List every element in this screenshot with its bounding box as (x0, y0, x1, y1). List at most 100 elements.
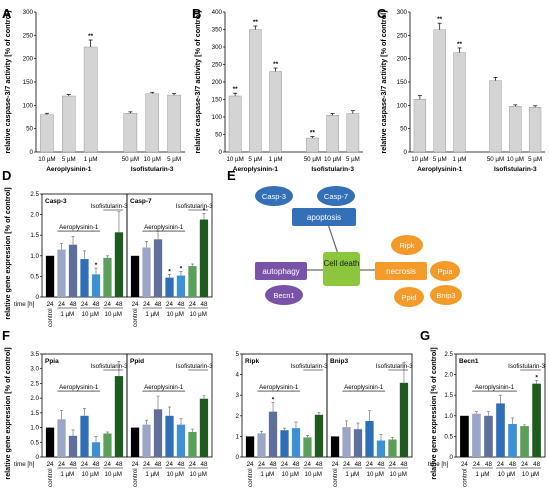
x-group-label: 10 µM (82, 311, 99, 318)
node-bnip3 (430, 285, 462, 305)
y-tick-label: 250 (23, 32, 34, 39)
bar (269, 71, 282, 153)
bar (114, 376, 124, 457)
group-label: Aeroplysinin-1 (417, 166, 463, 173)
x-group-label: 10 µM (522, 471, 539, 478)
bar (130, 427, 140, 457)
y-tick-label: 2.5 (30, 191, 39, 198)
x-group-label: 10 µM (390, 471, 407, 478)
x-time-label: 24 (189, 461, 196, 468)
x-time-label: 48 (178, 461, 185, 468)
x-time-label: 24 (247, 461, 254, 468)
x-time-label: 24 (461, 461, 468, 468)
x-time-label: 48 (509, 461, 516, 468)
bar (91, 274, 101, 297)
y-tick-label: 4 (236, 372, 240, 379)
bar (188, 431, 197, 457)
x-tick-label: 10 µM (324, 156, 341, 163)
group-label: Aeroplysinin-1 (59, 384, 99, 391)
bar (114, 232, 124, 297)
node-ppia-label: Ppia (437, 267, 453, 276)
bar (83, 46, 98, 153)
group-label: Aeroplysinin-1 (344, 384, 384, 391)
x-tick-label: 5 µM (248, 156, 262, 163)
series-name: Ppid (130, 358, 144, 365)
bar (62, 95, 76, 153)
y-tick-label: 150 (397, 79, 408, 86)
x-tick-label: 1 µM (269, 156, 283, 163)
bar (199, 219, 209, 297)
y-tick-label: 0.5 (30, 273, 39, 280)
x-group-label: 10 µM (82, 471, 99, 478)
chart-f-left: relative gene expression [% of control] 0… (3, 347, 213, 487)
x-time-label: 24 (304, 461, 311, 468)
x-group-label: control (132, 308, 139, 327)
x-time-label: 48 (201, 461, 208, 468)
x-group-label: control (332, 468, 339, 487)
y-tick-label: 2.5 (30, 380, 39, 387)
node-necrosis-label: necrosis (386, 267, 416, 276)
y-tick-label: 350 (212, 27, 223, 34)
x-time-label: 24 (332, 461, 339, 468)
x-group-label: 1 µM (145, 471, 159, 478)
y-tick-label: 250 (397, 32, 408, 39)
group-label: Isofistularin-3 (291, 363, 328, 370)
node-ripk (391, 235, 423, 255)
y-tick-label: 1 (236, 433, 240, 440)
x-group-label: 10 µM (190, 471, 207, 478)
bar (291, 428, 301, 457)
x-time-label: 24 (104, 461, 111, 468)
significance-label: ** (88, 33, 94, 40)
x-time-label: 48 (116, 301, 123, 308)
x-time-label: 48 (270, 461, 277, 468)
node-necrosis (375, 262, 427, 280)
x-group-label: 1 µM (345, 471, 359, 478)
node-becn1 (265, 285, 303, 305)
bar (314, 414, 324, 457)
x-time-label: 24 (389, 461, 396, 468)
y-tick-label: 0 (30, 149, 34, 156)
y-tick-label: 100 (397, 102, 408, 109)
x-time-label: 48 (201, 301, 208, 308)
node-cell-death-label: Cell death (323, 259, 359, 268)
x-tick-label: 10 µM (411, 156, 428, 163)
y-tick-label: 1.0 (444, 413, 453, 420)
x-time-label: 24 (366, 461, 373, 468)
bar (68, 244, 78, 297)
bar (342, 427, 351, 457)
bar (453, 52, 466, 153)
panel-letter-a: A (2, 6, 12, 21)
bar (346, 113, 360, 153)
node-apoptosis (292, 208, 356, 226)
bar (188, 266, 197, 297)
x-time-label: 24 (258, 461, 265, 468)
y-axis-label: relative caspase-3/7 activity [% of cont… (193, 10, 202, 153)
bar (496, 403, 505, 457)
x-group-label: 10 µM (105, 311, 122, 318)
cell-death-diagram: apoptosis Cell death autophagy necrosis … (255, 186, 462, 307)
group-label: Aeroplysinin-1 (144, 224, 184, 231)
y-axis-label: relative caspase-3/7 activity [% of cont… (379, 10, 388, 153)
x-time-label: 24 (521, 461, 528, 468)
x-time-label: 24 (166, 301, 173, 308)
x-tick-label: 5 µM (528, 156, 542, 163)
significance-label: * (203, 207, 206, 214)
bar (413, 99, 427, 153)
y-tick-label: 1.0 (30, 425, 39, 432)
y-tick-label: 1.5 (30, 410, 39, 417)
x-time-label: 48 (93, 301, 100, 308)
bar (532, 383, 541, 457)
y-tick-label: 0 (219, 149, 223, 156)
x-time-label: 24 (473, 461, 480, 468)
bar (353, 429, 363, 457)
x-group-label: 1 µM (476, 471, 490, 478)
chart-d: relative gene expression [% of control] 0… (3, 187, 213, 327)
node-bnip3-label: Bnip3 (436, 291, 455, 300)
x-time-label: 24 (143, 301, 150, 308)
significance-label: ** (233, 86, 239, 93)
bar (306, 137, 319, 153)
y-tick-label: 1.5 (444, 392, 453, 399)
bar (176, 424, 186, 457)
x-time-label: 48 (533, 461, 540, 468)
x-group-label: control (461, 468, 468, 487)
